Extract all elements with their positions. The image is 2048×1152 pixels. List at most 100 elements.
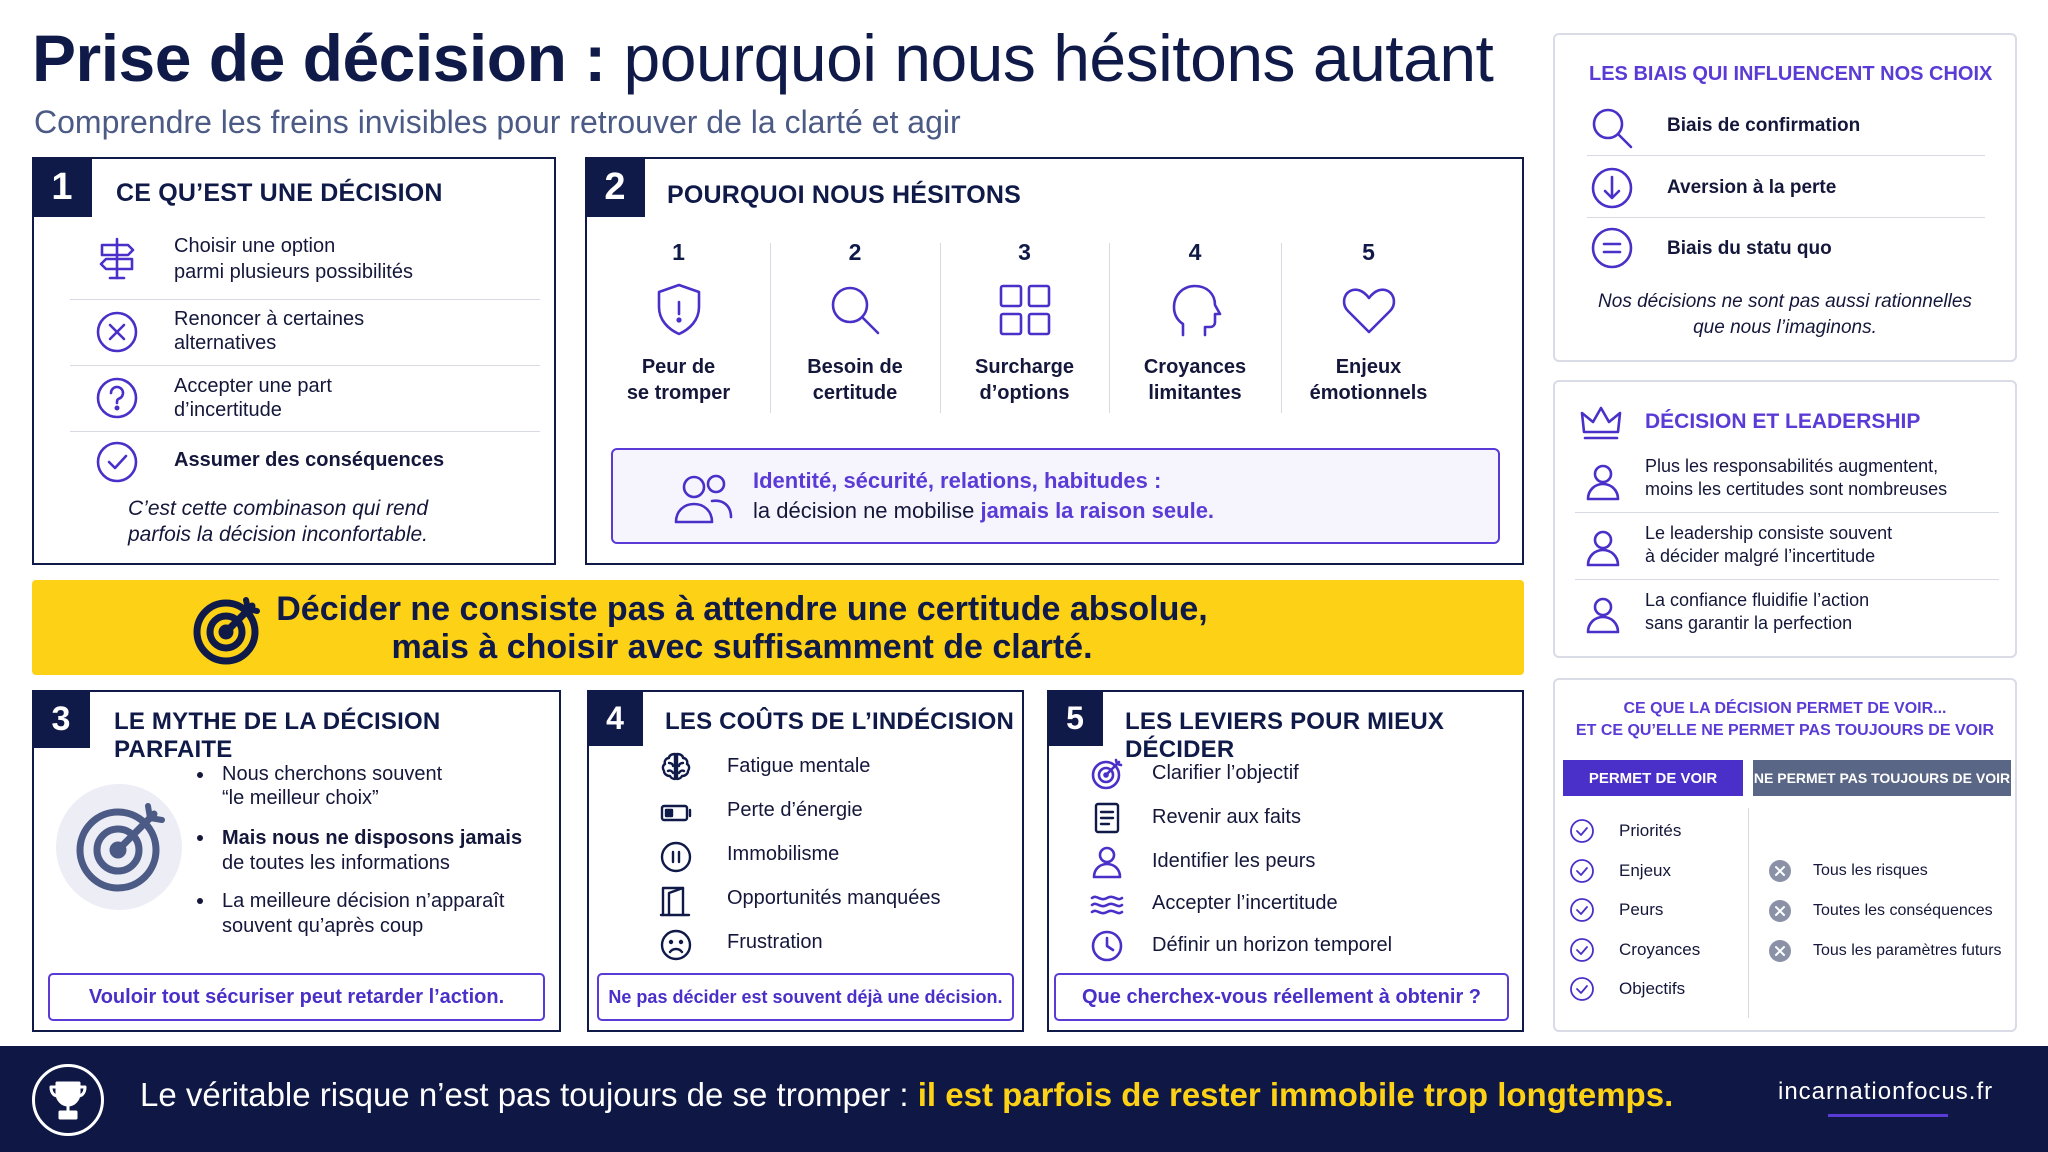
- s3-bullet-3-l1: La meilleure décision n’apparaît: [222, 890, 505, 912]
- section-1-number: 1: [32, 157, 92, 217]
- see-card: CE QUE LA DÉCISION PERMET DE VOIR... ET …: [1553, 678, 2017, 1032]
- column-divider: [1109, 243, 1110, 413]
- leadership-title: DÉCISION ET LEADERSHIP: [1645, 410, 1921, 433]
- key-message-banner: Décider ne consiste pas à attendre une c…: [32, 580, 1524, 675]
- s5-item-4: Accepter l’incertitude: [1152, 892, 1338, 914]
- s5-item-5: Définir un horizon temporel: [1152, 934, 1393, 956]
- see-title-l1: CE QUE LA DÉCISION PERMET DE VOIR...: [1623, 700, 1947, 717]
- check-circle-icon: [94, 439, 140, 485]
- check-circle-icon: [1569, 818, 1595, 844]
- section-5-title: LES LEVIERS POUR MIEUX DÉCIDER: [1125, 708, 1445, 763]
- section-2-number: 2: [585, 157, 645, 217]
- see-yes-item: Priorités: [1619, 821, 1682, 840]
- reason-1-l2: se tromper: [626, 382, 731, 404]
- battery-icon: [659, 796, 693, 830]
- reason-5-number: 5: [1362, 239, 1375, 265]
- section-4-callout: Ne pas décider est souvent déjà une déci…: [597, 973, 1014, 1021]
- see-yes-item: Objectifs: [1619, 979, 1686, 998]
- s5-item-2: Revenir aux faits: [1152, 806, 1301, 828]
- person-icon: [1585, 595, 1621, 635]
- reason-5-l1: Enjeux: [1335, 356, 1402, 378]
- section-1-title: CE QU’EST UNE DÉCISION: [116, 179, 443, 207]
- footer-bar: Le véritable risque n’est pas toujours d…: [0, 1046, 2048, 1152]
- magnifier-icon: [1589, 105, 1635, 151]
- see-no-item: Tous les paramètres futurs: [1813, 942, 2002, 959]
- divider: [1587, 217, 1985, 218]
- people-icon: [673, 470, 733, 526]
- bias-1-label: Biais de confirmation: [1667, 115, 1861, 136]
- col-header-yes: PERMET DE VOIR: [1563, 760, 1743, 796]
- section-4-title: LES COÛTS DE L’INDÉCISION: [665, 708, 1015, 735]
- bias-note-l1: Nos décisions ne sont pas aussi rationne…: [1598, 291, 1972, 312]
- footer-site-underline: [1828, 1114, 1948, 1117]
- s3-bullet-1-l2: “le meilleur choix”: [222, 787, 379, 809]
- target-icon: [56, 784, 182, 910]
- reason-3-number: 3: [1018, 239, 1031, 265]
- divider: [1575, 579, 1999, 580]
- person-icon: [1089, 844, 1125, 880]
- s5-item-3: Identifier les peurs: [1152, 850, 1316, 872]
- clock-icon: [1089, 928, 1125, 964]
- s1-item-2-l1: Renoncer à certaines: [174, 308, 365, 330]
- s1-item-2-l2: alternatives: [174, 332, 277, 354]
- reason-2: 2 Besoin de certitude: [770, 239, 940, 406]
- reason-4: 4 Croyances limitantes: [1109, 239, 1281, 406]
- section-4-card: 4 LES COÛTS DE L’INDÉCISION Fatigue ment…: [587, 690, 1024, 1032]
- leadership-3-l1: La confiance fluidifie l’action: [1645, 590, 1870, 610]
- person-icon: [1585, 462, 1621, 502]
- section-3-title: LE MYTHE DE LA DÉCISION PARFAITE: [114, 708, 441, 763]
- s4-item-1: Fatigue mentale: [727, 755, 871, 777]
- title-bold: Prise de décision :: [32, 21, 606, 95]
- banner-text: Décider ne consiste pas à attendre une c…: [242, 590, 1242, 666]
- col-header-no: NE PERMET PAS TOUJOURS DE VOIR: [1753, 760, 2011, 796]
- banner-line-2: mais à choisir avec suffisamment de clar…: [391, 628, 1093, 666]
- divider: [70, 299, 540, 300]
- trophy-icon: [32, 1064, 104, 1136]
- s1-item-1-l2: parmi plusieurs possibilités: [174, 261, 413, 283]
- s3-bullet-1-l1: Nous cherchons souvent: [222, 763, 443, 785]
- reason-3: 3 Surcharge d’options: [940, 239, 1109, 406]
- shield-icon: [649, 280, 709, 340]
- reason-2-l2: certitude: [812, 382, 898, 404]
- bias-title: LES BIAIS QUI INFLUENCENT NOS CHOIX: [1589, 63, 1993, 85]
- divider: [70, 365, 540, 366]
- reason-4-l1: Croyances: [1143, 356, 1247, 378]
- section-5-callout: Que cherchex-vous réellement à obtenir ?: [1054, 973, 1509, 1021]
- signpost-icon: [94, 235, 140, 281]
- reason-5-l2: émotionnels: [1309, 382, 1428, 404]
- s3-bullet-2-l1: Mais nous ne disposons jamais: [222, 827, 523, 849]
- reason-2-number: 2: [848, 239, 862, 265]
- arrow-down-circle-icon: [1589, 165, 1635, 211]
- s4-item-4: Opportunités manquées: [727, 887, 941, 909]
- column-divider: [1748, 808, 1749, 1018]
- x-circle-icon: [1767, 938, 1793, 964]
- reason-3-l2: d’options: [979, 382, 1070, 404]
- heart-icon: [1339, 280, 1399, 340]
- waves-icon: [1089, 886, 1125, 922]
- see-title: CE QUE LA DÉCISION PERMET DE VOIR... ET …: [1555, 698, 2015, 742]
- question-circle-icon: [94, 375, 140, 421]
- reason-3-l1: Surcharge: [975, 356, 1074, 378]
- leadership-1-l1: Plus les responsabilités augmentent,: [1645, 456, 1939, 476]
- see-yes-item: Peurs: [1619, 900, 1664, 919]
- brain-icon: [659, 750, 693, 784]
- divider: [70, 431, 540, 432]
- section-4-number: 4: [587, 690, 643, 746]
- see-title-l2: ET CE QU’ELLE NE PERMET PAS TOUJOURS DE …: [1575, 722, 1995, 739]
- equals-circle-icon: [1589, 225, 1635, 271]
- bias-note-l2: que nous l’imaginons.: [1693, 317, 1877, 338]
- crown-icon: [1579, 404, 1623, 442]
- divider: [1575, 512, 1999, 513]
- person-icon: [1585, 528, 1621, 568]
- reason-4-l2: limitantes: [1148, 382, 1242, 404]
- see-no-item: Tous les risques: [1813, 862, 1928, 879]
- s1-note-l1: C’est cette combinason qui rend: [128, 497, 428, 520]
- magnifier-icon: [825, 280, 885, 340]
- target-arrow-icon: [190, 592, 264, 666]
- section-5-card: 5 LES LEVIERS POUR MIEUX DÉCIDER Clarifi…: [1047, 690, 1524, 1032]
- target-icon: [1089, 756, 1125, 792]
- leadership-2-l2: à décider malgré l’incertitude: [1645, 546, 1876, 566]
- column-divider: [770, 243, 771, 413]
- reason-5: 5 Enjeux émotionnels: [1281, 239, 1456, 406]
- footer-message-strong: il est parfois de rester immobile trop l…: [917, 1076, 1674, 1113]
